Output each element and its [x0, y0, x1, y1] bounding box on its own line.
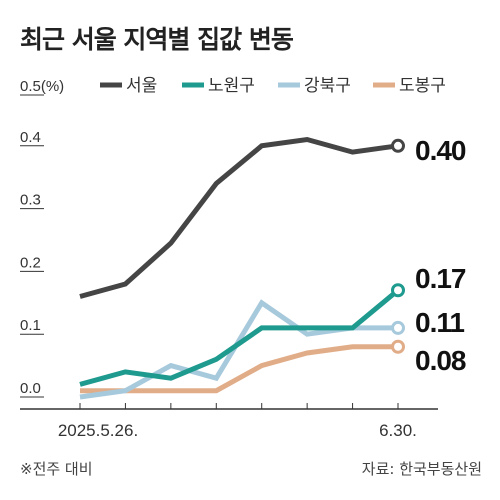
y-unit-label: 0.5(%): [20, 78, 64, 95]
end-point-marker: [391, 320, 405, 335]
y-axis: 0.0 0.1 0.2 0.3 0.4 0.5(%): [20, 78, 64, 398]
series-line: [79, 288, 400, 387]
chart-title: 최근 서울 지역별 집값 변동: [20, 25, 294, 54]
end-point-marker: [391, 339, 405, 354]
end-labels: 0.08 0.11 0.17 0.40: [415, 135, 467, 376]
x-tick-label: 2025.5.26.: [58, 421, 138, 440]
legend-label: 노원구: [208, 76, 255, 96]
y-tick-label: 0.3: [20, 192, 41, 209]
end-point-marker: [391, 283, 405, 298]
end-point-marker: [391, 138, 405, 153]
series-line: [80, 344, 398, 394]
y-tick-label: 0.1: [20, 317, 41, 334]
x-axis-ticks: 2025.5.26. 6.30.: [58, 403, 417, 440]
legend: 서울 노원구 강북구 도봉구: [100, 76, 446, 96]
end-value-label: 0.40: [415, 135, 466, 166]
y-tick-label: 0.4: [20, 129, 41, 146]
series-line: [79, 299, 398, 400]
end-value-label: 0.11: [415, 307, 464, 338]
legend-label: 서울: [126, 76, 157, 96]
x-tick-label: 6.30.: [379, 421, 417, 440]
legend-label: 강북구: [304, 76, 351, 96]
series-lines: [79, 136, 400, 400]
legend-label: 도봉구: [399, 76, 446, 96]
series-line: [79, 136, 399, 299]
end-value-label: 0.08: [415, 345, 466, 376]
source-note: 자료: 한국부동산원: [362, 460, 482, 478]
y-tick-label: 0.2: [20, 254, 41, 271]
end-value-label: 0.17: [415, 263, 466, 294]
footnote: ※전주 대비: [20, 460, 93, 478]
y-tick-label: 0.0: [20, 380, 41, 397]
end-markers: [391, 138, 405, 354]
